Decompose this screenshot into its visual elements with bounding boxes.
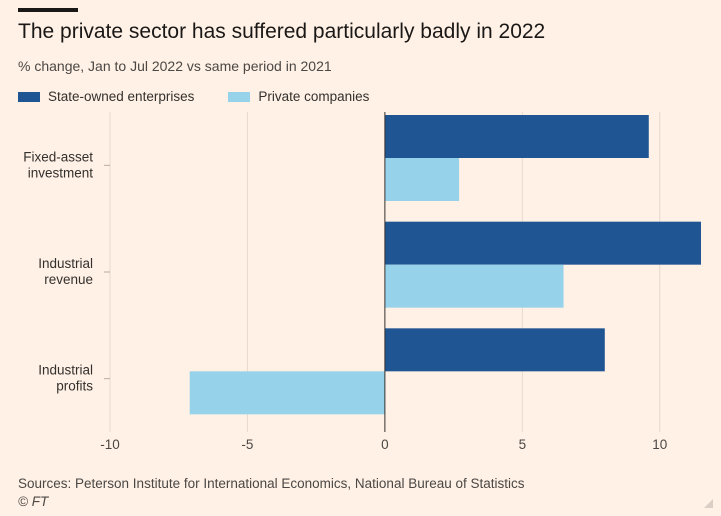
legend-item-soe: State-owned enterprises (18, 89, 194, 104)
chart-title: The private sector has suffered particul… (18, 20, 546, 43)
category-label: Fixed-asset investment (23, 149, 93, 180)
legend-label-private: Private companies (258, 89, 370, 104)
bar-soe (384, 115, 649, 158)
chart-subtitle: % change, Jan to Jul 2022 vs same period… (18, 58, 332, 74)
category-label: Industrial revenue (38, 256, 93, 287)
category-label-line: investment (28, 165, 94, 180)
category-label-line: Fixed-asset (23, 149, 93, 164)
category-label-line: profits (56, 379, 93, 394)
x-tick-label: -10 (100, 437, 120, 452)
x-tick-label: 10 (652, 437, 667, 452)
x-tick-label: -5 (241, 437, 253, 452)
category-label-line: Industrial (38, 363, 93, 378)
source-note: Sources: Peterson Institute for Internat… (18, 476, 525, 491)
bar-private (384, 158, 460, 201)
legend-label-soe: State-owned enterprises (48, 89, 195, 104)
title-rule (18, 8, 78, 12)
category-label-line: revenue (44, 272, 93, 287)
copyright: © FT (18, 494, 49, 509)
resize-grip[interactable] (704, 499, 713, 508)
legend-swatch-private (228, 91, 251, 102)
category-label: Industrial profits (38, 363, 93, 394)
legend-item-private: Private companies (228, 89, 369, 104)
bar-soe (384, 221, 701, 265)
category-label-line: Industrial (38, 256, 93, 271)
legend: State-owned enterprises Private companie… (18, 89, 403, 104)
x-tick-label: 0 (381, 437, 389, 452)
bar-soe (384, 328, 605, 372)
bar-private (384, 264, 564, 308)
x-tick-label: 5 (519, 437, 527, 452)
bar-private (189, 371, 385, 415)
legend-swatch-soe (18, 91, 40, 102)
